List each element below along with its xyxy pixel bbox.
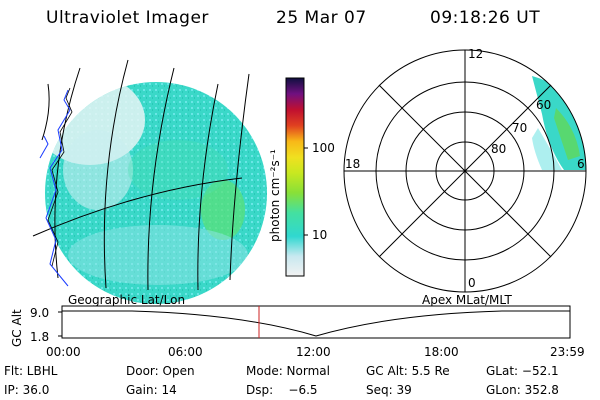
polar-ring-60: 60 xyxy=(536,98,552,112)
time-label: 09:18:26 UT xyxy=(430,8,541,28)
status-mode: Mode: Normal xyxy=(246,364,330,378)
status-ip: IP: 36.0 xyxy=(4,383,50,397)
colorbar xyxy=(285,77,308,277)
colorbar-tick-10: 10 xyxy=(312,228,328,242)
polar-label-6: 6 xyxy=(577,157,585,171)
polar-plot xyxy=(343,49,587,293)
polar-ring-70: 70 xyxy=(512,121,528,135)
timeline-xtick-1800: 18:00 xyxy=(424,345,459,359)
colorbar-unit-label: photon cm⁻²s⁻¹ xyxy=(268,149,282,242)
timeline-xtick-0000: 00:00 xyxy=(46,345,81,359)
timeline-yaxis-label: GC Alt xyxy=(10,309,24,347)
timeline-xtick-2359: 23:59 xyxy=(550,345,585,359)
status-gain: Gain: 14 xyxy=(126,383,177,397)
timeline-right-label: Apex MLat/MLT xyxy=(422,293,512,307)
status-dsp: Dsp: −6.5 xyxy=(246,383,318,397)
polar-label-0: 0 xyxy=(468,276,476,290)
timeline-xtick-0600: 06:00 xyxy=(168,345,203,359)
timeline-ytick-1: 1.8 xyxy=(30,330,50,344)
status-seq: Seq: 39 xyxy=(366,383,412,397)
timeline-ytick-9: 9.0 xyxy=(30,306,50,320)
colorbar-tick-100: 100 xyxy=(312,141,335,155)
status-flt: Flt: LBHL xyxy=(4,364,58,378)
status-glat: GLat: −52.1 xyxy=(486,364,559,378)
timeline-xtick-1200: 12:00 xyxy=(296,345,331,359)
polar-label-12: 12 xyxy=(468,47,484,61)
altitude-timeline xyxy=(58,305,571,339)
instrument-title: Ultraviolet Imager xyxy=(46,8,209,28)
polar-label-18: 18 xyxy=(345,157,361,171)
status-gcalt: GC Alt: 5.5 Re xyxy=(366,364,450,378)
date-label: 25 Mar 07 xyxy=(276,8,367,28)
timeline-left-label: Geographic Lat/Lon xyxy=(68,293,186,307)
polar-ring-80: 80 xyxy=(491,142,507,156)
status-door: Door: Open xyxy=(126,364,195,378)
geographic-map xyxy=(32,59,267,304)
status-glon: GLon: 352.8 xyxy=(486,383,559,397)
